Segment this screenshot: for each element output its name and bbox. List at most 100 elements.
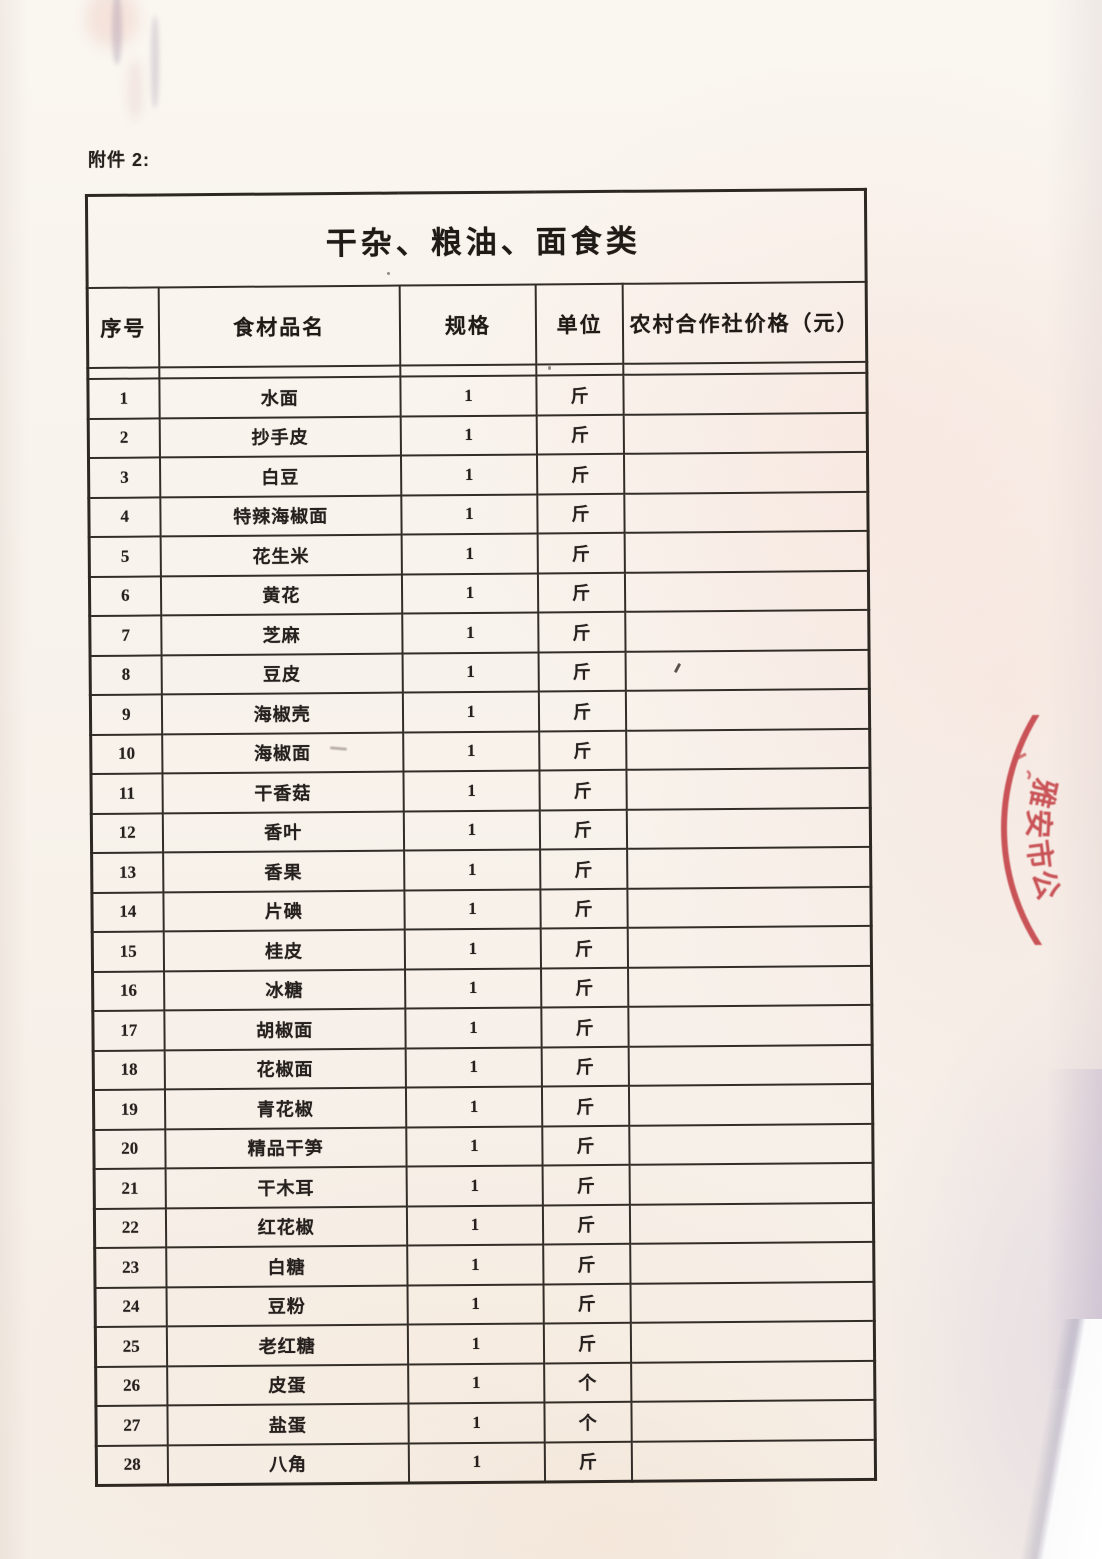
cell-name: 盐蛋 xyxy=(167,1403,409,1445)
cell-price xyxy=(629,1202,874,1244)
cell-name: 干木耳 xyxy=(165,1166,407,1208)
cell-spec: 1 xyxy=(403,730,540,772)
table-row: 18 花椒面 1 斤 xyxy=(93,1044,873,1090)
col-header-no: 序号 xyxy=(87,287,159,369)
cell-price xyxy=(628,1004,873,1047)
table-row: 23 白糖 1 斤 xyxy=(94,1241,874,1288)
table-row: 12 香叶 1 斤 xyxy=(91,807,871,853)
cell-unit: 斤 xyxy=(539,769,627,810)
cell-no: 13 xyxy=(91,852,163,893)
cell-spec: 1 xyxy=(404,888,541,930)
cell-no: 22 xyxy=(94,1207,166,1248)
table-row: 14 片碘 1 斤 xyxy=(91,886,872,932)
price-table: 干杂、粮油、面食类 序号 食材品名 规格 单位 农村合作社价格（元） 1 水面 1 斤… xyxy=(84,187,878,1487)
cell-no: 15 xyxy=(92,931,164,972)
cell-unit: 个 xyxy=(544,1362,632,1403)
cell-no: 21 xyxy=(94,1168,166,1209)
cell-spec: 1 xyxy=(404,928,542,970)
cell-name: 红花椒 xyxy=(165,1206,408,1248)
cell-spec: 1 xyxy=(405,1007,542,1049)
cell-unit: 斤 xyxy=(542,1125,630,1166)
cell-unit: 斤 xyxy=(540,888,628,929)
cell-spec: 1 xyxy=(400,375,537,417)
cell-no: 26 xyxy=(95,1365,168,1406)
cell-unit: 斤 xyxy=(538,651,626,692)
cell-price xyxy=(625,649,870,691)
cell-price xyxy=(626,728,870,770)
table-row: 26 皮蛋 1 个 xyxy=(95,1360,875,1406)
table-row: 17 胡椒面 1 斤 xyxy=(92,1004,873,1051)
stamp-svg: 雅安市公 xyxy=(1001,644,1102,1012)
col-header-name: 食材品名 xyxy=(158,285,401,368)
cell-price xyxy=(627,846,871,889)
cell-unit: 斤 xyxy=(538,611,626,652)
ink-speck xyxy=(548,366,551,370)
cell-price xyxy=(628,965,872,1007)
stamp-text: 雅安市公 xyxy=(1021,775,1062,906)
attachment-label: 附件 2: xyxy=(88,150,151,170)
cell-price xyxy=(628,1044,873,1086)
table-row: 5 花生米 1 斤 xyxy=(89,530,869,577)
stamp-ring xyxy=(1001,644,1102,1012)
cell-spec: 1 xyxy=(400,454,538,496)
cell-spec: 1 xyxy=(407,1362,545,1404)
cell-spec: 1 xyxy=(402,651,539,693)
cell-spec: 1 xyxy=(402,612,539,654)
cell-no: 9 xyxy=(90,694,162,735)
cell-no: 18 xyxy=(93,1049,165,1090)
cell-price xyxy=(624,491,869,533)
table-title: 干杂、粮油、面食类 xyxy=(86,189,867,289)
scan-smudge xyxy=(86,0,138,46)
cell-price xyxy=(623,372,868,415)
cell-unit: 斤 xyxy=(543,1283,631,1324)
cell-name: 八角 xyxy=(167,1443,409,1485)
paper-edge xyxy=(1012,1319,1102,1559)
cell-spec: 1 xyxy=(406,1204,544,1246)
cell-price xyxy=(627,925,872,968)
stamp-mark xyxy=(1015,752,1027,761)
cell-unit: 个 xyxy=(544,1401,632,1442)
cell-no: 2 xyxy=(88,417,160,459)
cell-no: 6 xyxy=(89,575,161,616)
cell-no: 8 xyxy=(90,654,162,695)
cell-spec: 1 xyxy=(405,1086,543,1128)
table-row: 11 干香菇 1 斤 xyxy=(90,767,871,814)
cell-spec: 1 xyxy=(401,572,539,614)
cell-unit: 斤 xyxy=(541,1006,629,1047)
table-row: 4 特辣海椒面 1 斤 xyxy=(88,491,869,537)
cell-spec: 1 xyxy=(408,1441,546,1484)
table-row: 10 海椒面 1 斤 xyxy=(90,728,870,774)
cell-spec: 1 xyxy=(404,967,542,1009)
cell-unit: 斤 xyxy=(537,572,626,613)
cell-price xyxy=(626,807,871,849)
cell-unit: 斤 xyxy=(538,690,627,731)
cell-no: 10 xyxy=(90,733,163,774)
cell-name: 海椒壳 xyxy=(161,692,404,734)
cell-price xyxy=(625,609,870,652)
cell-no: 28 xyxy=(96,1444,168,1486)
cell-unit: 斤 xyxy=(537,532,626,573)
table-row: 24 豆粉 1 斤 xyxy=(95,1281,875,1327)
cell-name: 豆皮 xyxy=(161,653,403,695)
table-row: 27 盐蛋 1 个 xyxy=(95,1399,876,1446)
cell-spec: 1 xyxy=(407,1323,545,1365)
cell-spec: 1 xyxy=(400,414,537,456)
stamp-mark xyxy=(1026,769,1031,780)
table-row: 8 豆皮 1 斤 xyxy=(90,649,870,695)
table-row: 1 水面 1 斤 xyxy=(87,372,868,419)
cell-no: 11 xyxy=(90,773,163,814)
table-row: 16 冰糖 1 斤 xyxy=(92,965,872,1011)
table-body: 1 水面 1 斤 2 抄手皮 1 斤 3 白豆 1 斤 4 特辣海椒面 1 斤 5 花生米 1 斤 6 黄花 1 斤 7 芝麻 1 斤… xyxy=(87,372,876,1486)
cell-price xyxy=(630,1320,875,1363)
cell-spec: 1 xyxy=(407,1244,544,1286)
scan-smudge xyxy=(128,60,142,120)
cell-price xyxy=(625,688,870,731)
cell-no: 25 xyxy=(95,1326,167,1367)
cell-price xyxy=(631,1399,876,1442)
cell-unit: 斤 xyxy=(540,927,629,968)
cell-no: 1 xyxy=(87,378,160,419)
cell-unit: 斤 xyxy=(536,374,624,415)
table-title-row: 干杂、粮油、面食类 xyxy=(86,189,867,289)
cell-price xyxy=(623,412,868,454)
table-row: 19 青花椒 1 斤 xyxy=(93,1083,873,1130)
